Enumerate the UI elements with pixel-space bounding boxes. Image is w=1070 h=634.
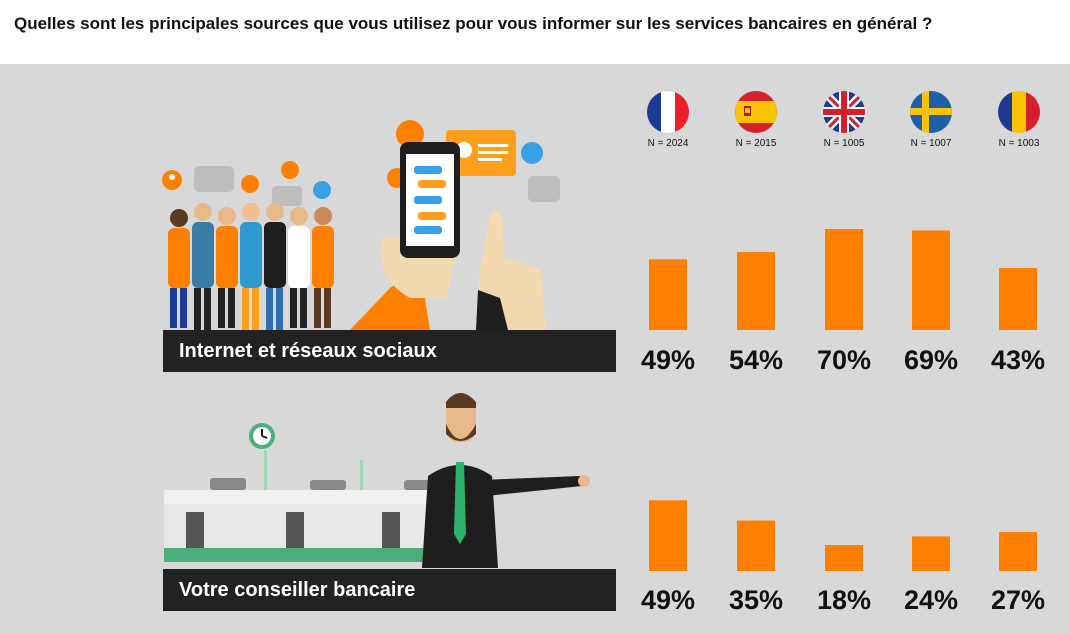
bar-advisor-4 [999, 532, 1037, 571]
advisor-tie [454, 462, 466, 544]
sample-size-label: N = 1005 [823, 138, 865, 149]
category-label-internet: Internet et réseaux sociaux [163, 330, 616, 372]
spain-flag-icon [735, 91, 777, 133]
country-column-france: N = 2024 [633, 90, 703, 149]
social-media-illustration [162, 120, 560, 330]
sample-size-label: N = 2024 [647, 138, 689, 149]
like-icon [396, 120, 424, 148]
chat-bubble-icon [194, 166, 234, 192]
star-icon [281, 161, 299, 179]
advisor-arm [480, 476, 582, 496]
bar-internet-0 [649, 259, 687, 330]
mail-icon [313, 181, 331, 199]
romania-flag-icon [998, 91, 1040, 133]
value-label: 54% [729, 345, 783, 375]
bar-internet-4 [999, 267, 1037, 330]
value-label: 35% [729, 585, 783, 615]
value-label: 43% [991, 345, 1045, 375]
advisor-beard [446, 424, 476, 441]
value-label: 24% [904, 585, 958, 615]
page-title: Quelles sont les principales sources que… [14, 14, 933, 33]
counter-base [164, 548, 444, 562]
uk-flag-icon [823, 91, 865, 133]
chat-bubble-icon [528, 176, 560, 202]
bar-advisor-1 [737, 520, 775, 571]
bird-icon [521, 142, 543, 164]
bar-advisor-2 [825, 545, 863, 571]
value-label: 70% [817, 345, 871, 375]
bar-internet-1 [737, 252, 775, 330]
bar-internet-3 [912, 230, 950, 330]
sample-size-label: N = 2015 [735, 138, 777, 149]
category-label-advisor: Votre conseiller bancaire [163, 569, 616, 611]
bar-advisor-3 [912, 536, 950, 571]
bar-internet-2 [825, 229, 863, 330]
heart-icon [241, 175, 259, 193]
france-flag-icon [647, 91, 689, 133]
country-column-romania: N = 1003 [984, 90, 1054, 149]
value-label: 69% [904, 345, 958, 375]
chat-bubble-icon [272, 186, 302, 206]
value-label: 49% [641, 585, 695, 615]
sample-size-label: N = 1003 [998, 138, 1040, 149]
bank-advisor-illustration [164, 393, 590, 568]
sample-size-label: N = 1007 [910, 138, 952, 149]
people-group [168, 203, 334, 330]
sweden-flag-icon [910, 91, 952, 133]
country-column-sweden: N = 1007 [896, 90, 966, 149]
bar-advisor-0 [649, 500, 687, 571]
counter-top [164, 490, 444, 504]
country-column-uk: N = 1005 [809, 90, 879, 149]
country-column-spain: N = 2015 [721, 90, 791, 149]
value-label: 49% [641, 345, 695, 375]
value-label: 18% [817, 585, 871, 615]
value-label: 27% [991, 585, 1045, 615]
